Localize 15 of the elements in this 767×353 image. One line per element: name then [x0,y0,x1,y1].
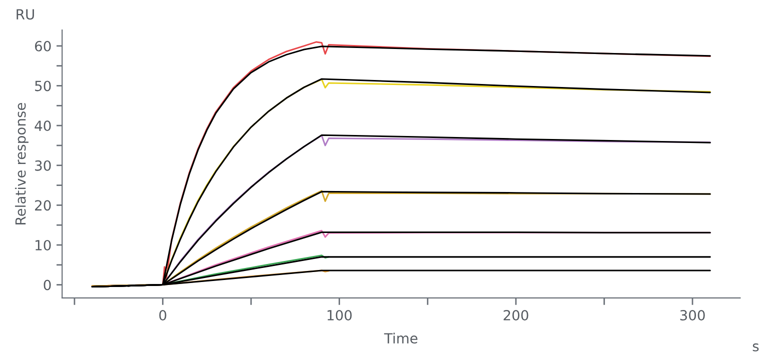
x-tick-label: 300 [680,310,705,320]
x-tick-label: 100 [328,310,352,320]
y-tick-label: 0 [44,280,51,290]
text: RU [16,9,34,20]
text: s [752,343,759,352]
y-tick-label: 50 [35,80,51,92]
x-tick-label: 200 [504,310,528,320]
y-axis-title: Relative response [15,102,28,224]
y-tick-label: 20 [35,200,51,211]
y-tick-label: 60 [35,40,51,52]
y-tick-label: 30 [35,160,51,171]
x-axis-title: Time [384,332,418,344]
x-tick-label: 0 [159,310,166,320]
y-tick-label: 10 [36,240,51,250]
y-tick-label: 40 [34,120,51,132]
